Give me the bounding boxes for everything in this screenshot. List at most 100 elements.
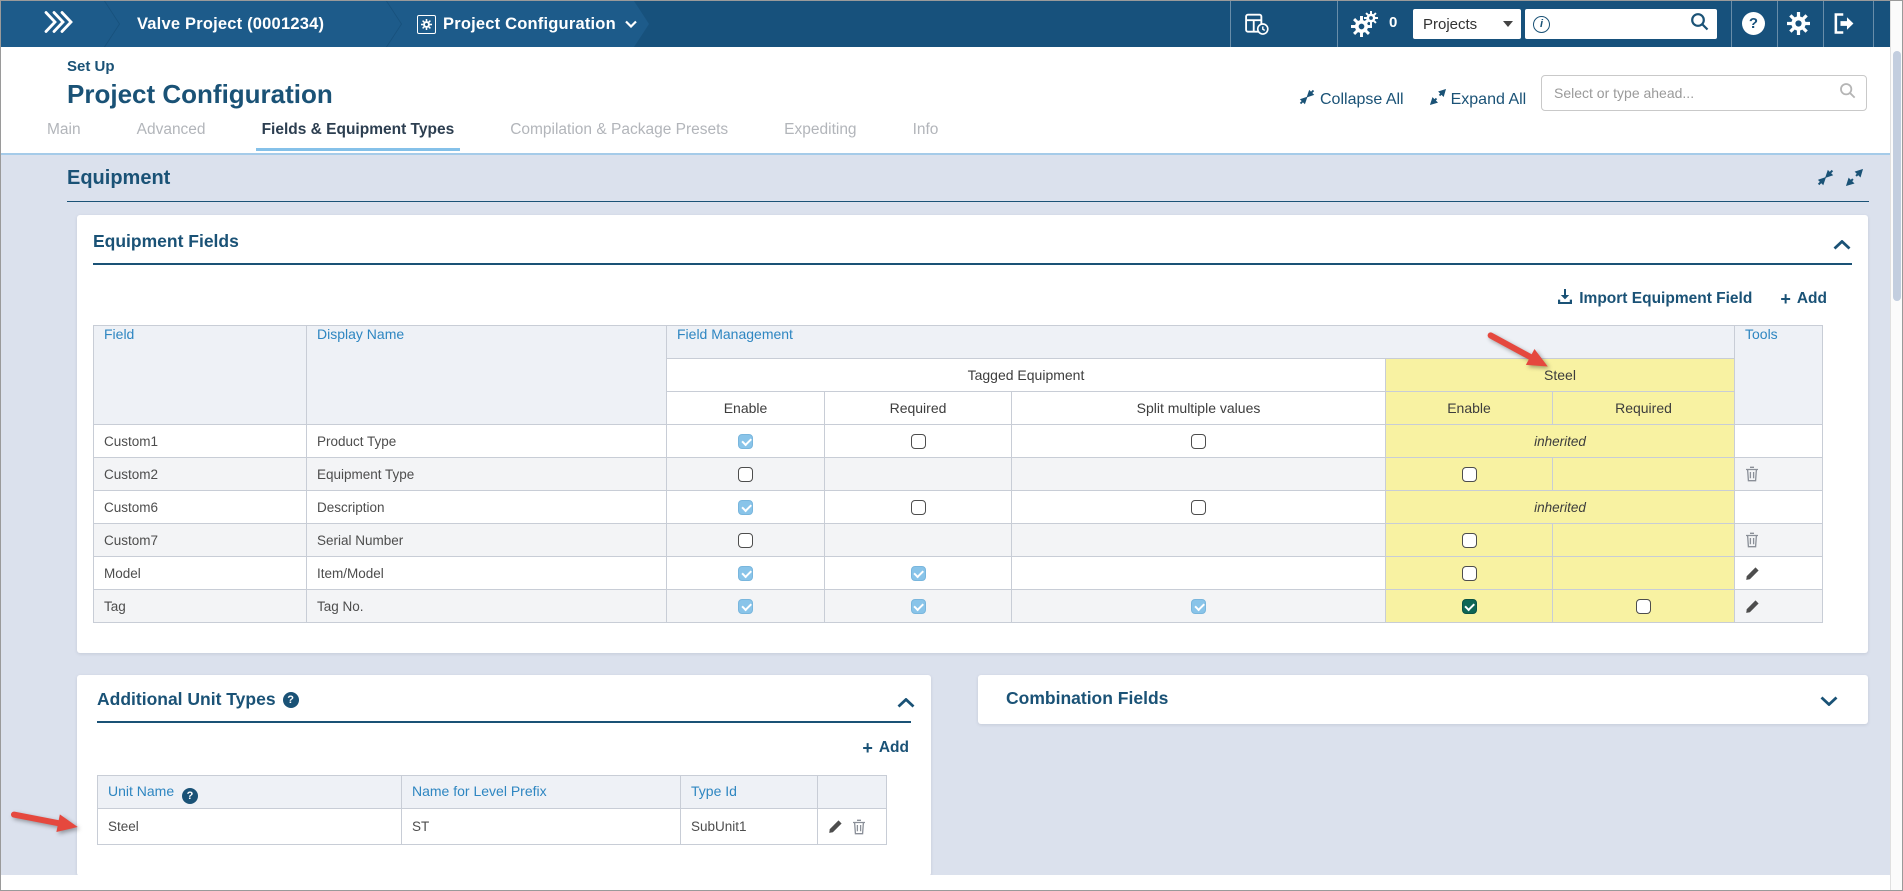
logout-icon[interactable] xyxy=(1834,13,1856,34)
split-multiple-values-cell xyxy=(1011,424,1386,458)
steel-enable-checkbox[interactable] xyxy=(1461,466,1477,482)
additional-unit-types-title: Additional Unit Types ? xyxy=(97,689,299,710)
page-scrollbar[interactable] xyxy=(1890,1,1902,890)
expand-all-icon xyxy=(1429,88,1446,110)
info-icon[interactable]: i xyxy=(1533,15,1550,33)
breadcrumb-module-label: Project Configuration xyxy=(443,14,616,33)
equipment-field-row: Model Item/Model xyxy=(93,556,1823,590)
field-cell: Tag xyxy=(93,589,307,623)
tagged-enable-checkbox[interactable] xyxy=(738,499,753,515)
combination-fields-panel: Combination Fields xyxy=(978,675,1868,724)
split-multiple-values-cell xyxy=(1011,457,1386,491)
breadcrumb-project[interactable]: Valve Project (0001234) xyxy=(105,1,401,47)
steel-enable-checkbox[interactable] xyxy=(1461,532,1477,548)
help-badge-icon[interactable]: ? xyxy=(182,788,199,804)
delete-row-button[interactable] xyxy=(1745,466,1759,482)
tools-cell xyxy=(1734,424,1823,458)
column-header-name-for-level-prefix[interactable]: Name for Level Prefix xyxy=(401,775,681,809)
processes-gears-icon[interactable] xyxy=(1351,11,1381,37)
panel-expand-chevron-icon[interactable] xyxy=(1820,693,1838,711)
tab-compilation-package-presets[interactable]: Compilation & Package Presets xyxy=(510,121,729,138)
panel-collapse-chevron-icon[interactable] xyxy=(1833,237,1851,255)
import-equipment-field-label: Import Equipment Field xyxy=(1579,290,1753,307)
edit-row-button[interactable] xyxy=(1745,599,1760,614)
field-cell: Custom6 xyxy=(93,490,307,524)
subheader-tagged-enable: Enable xyxy=(666,391,825,425)
expand-all-label: Expand All xyxy=(1450,90,1527,108)
tab-advanced[interactable]: Advanced xyxy=(136,121,206,138)
split-multiple-values-checkbox[interactable] xyxy=(1191,598,1206,614)
collapse-all-button[interactable]: Collapse All xyxy=(1299,89,1404,110)
split-multiple-values-checkbox[interactable] xyxy=(1191,433,1206,449)
settings-gear-icon[interactable] xyxy=(1787,12,1810,35)
additional-unit-types-label: Additional Unit Types xyxy=(97,689,276,709)
search-icon[interactable] xyxy=(1690,12,1709,36)
tagged-required-cell xyxy=(824,556,1012,590)
tagged-required-cell xyxy=(824,523,1012,557)
global-search-input[interactable] xyxy=(1550,15,1690,33)
column-header-tools xyxy=(817,775,887,809)
steel-enable-checkbox[interactable] xyxy=(1461,598,1477,614)
steel-inherited-cell: inherited xyxy=(1385,424,1735,458)
import-equipment-field-button[interactable]: Import Equipment Field xyxy=(1557,289,1752,309)
steel-required-checkbox[interactable] xyxy=(1636,598,1651,614)
level-prefix-cell: ST xyxy=(401,808,681,845)
home-breadcrumb[interactable] xyxy=(1,1,119,47)
tab-expediting[interactable]: Expediting xyxy=(784,121,857,138)
field-cell: Custom2 xyxy=(93,457,307,491)
tagged-enable-checkbox[interactable] xyxy=(738,598,753,614)
scrollbar-thumb[interactable] xyxy=(1893,51,1901,301)
typeahead-search-input[interactable] xyxy=(1552,84,1839,102)
column-header-display-name[interactable]: Display Name xyxy=(306,325,667,425)
edit-row-button[interactable] xyxy=(828,819,843,834)
breadcrumb-project-label: Valve Project (0001234) xyxy=(137,14,325,33)
steel-enable-checkbox[interactable] xyxy=(1461,565,1477,581)
tagged-required-checkbox[interactable] xyxy=(910,598,926,614)
column-header-field[interactable]: Field xyxy=(93,325,307,425)
steel-enable-cell xyxy=(1385,556,1553,590)
tagged-required-checkbox[interactable] xyxy=(910,433,926,449)
edit-row-button[interactable] xyxy=(1745,566,1760,581)
column-header-unit-name[interactable]: Unit Name ? xyxy=(97,775,402,809)
scope-select[interactable]: Projects xyxy=(1413,9,1521,39)
tagged-enable-checkbox[interactable] xyxy=(738,565,753,581)
tab-fields-equipment-types[interactable]: Fields & Equipment Types xyxy=(255,121,461,151)
delete-row-button[interactable] xyxy=(1745,532,1759,548)
typeahead-search-icon[interactable] xyxy=(1839,82,1856,104)
steel-enable-cell xyxy=(1385,589,1553,623)
equipment-field-row: Custom7 Serial Number xyxy=(93,523,1823,557)
tagged-enable-checkbox[interactable] xyxy=(738,466,753,482)
equipment-fields-title: Equipment Fields xyxy=(93,231,239,251)
column-header-field-management: Field Management xyxy=(666,325,1735,359)
expand-all-button[interactable]: Expand All xyxy=(1429,88,1527,110)
section-collapse-icon[interactable] xyxy=(1817,169,1834,191)
split-multiple-values-cell xyxy=(1011,556,1386,590)
add-equipment-field-button[interactable]: + Add xyxy=(1780,290,1827,308)
equipment-fields-table: Field Display Name Field Management Tool… xyxy=(93,325,1823,623)
split-multiple-values-checkbox[interactable] xyxy=(1191,499,1206,515)
import-icon xyxy=(1557,289,1573,309)
schedule-grid-icon[interactable] xyxy=(1245,13,1269,35)
equipment-section: Equipment Equipment Fields Imp xyxy=(1,153,1902,876)
tagged-enable-cell xyxy=(666,424,825,458)
display-name-cell: Item/Model xyxy=(306,556,667,590)
help-badge-icon[interactable]: ? xyxy=(282,691,299,708)
unit-type-row: Steel ST SubUnit1 xyxy=(97,808,887,845)
add-unit-type-button[interactable]: + Add xyxy=(862,739,909,757)
delete-row-button[interactable] xyxy=(852,819,866,835)
column-header-type-id[interactable]: Type Id xyxy=(680,775,818,809)
section-expand-icon[interactable] xyxy=(1845,168,1864,191)
tab-info[interactable]: Info xyxy=(912,121,939,138)
tab-main[interactable]: Main xyxy=(47,121,81,138)
help-icon[interactable]: ? xyxy=(1742,12,1765,35)
tagged-enable-checkbox[interactable] xyxy=(738,433,753,449)
tools-cell xyxy=(1734,457,1823,491)
tagged-required-checkbox[interactable] xyxy=(910,499,926,515)
tagged-enable-checkbox[interactable] xyxy=(738,532,753,548)
panel-collapse-chevron-icon[interactable] xyxy=(897,695,915,713)
breadcrumb-module[interactable]: Project Configuration xyxy=(387,1,649,47)
tagged-required-checkbox[interactable] xyxy=(910,565,926,581)
processes-count-badge: 0 xyxy=(1389,14,1398,31)
field-cell: Custom7 xyxy=(93,523,307,557)
type-id-cell: SubUnit1 xyxy=(680,808,818,845)
